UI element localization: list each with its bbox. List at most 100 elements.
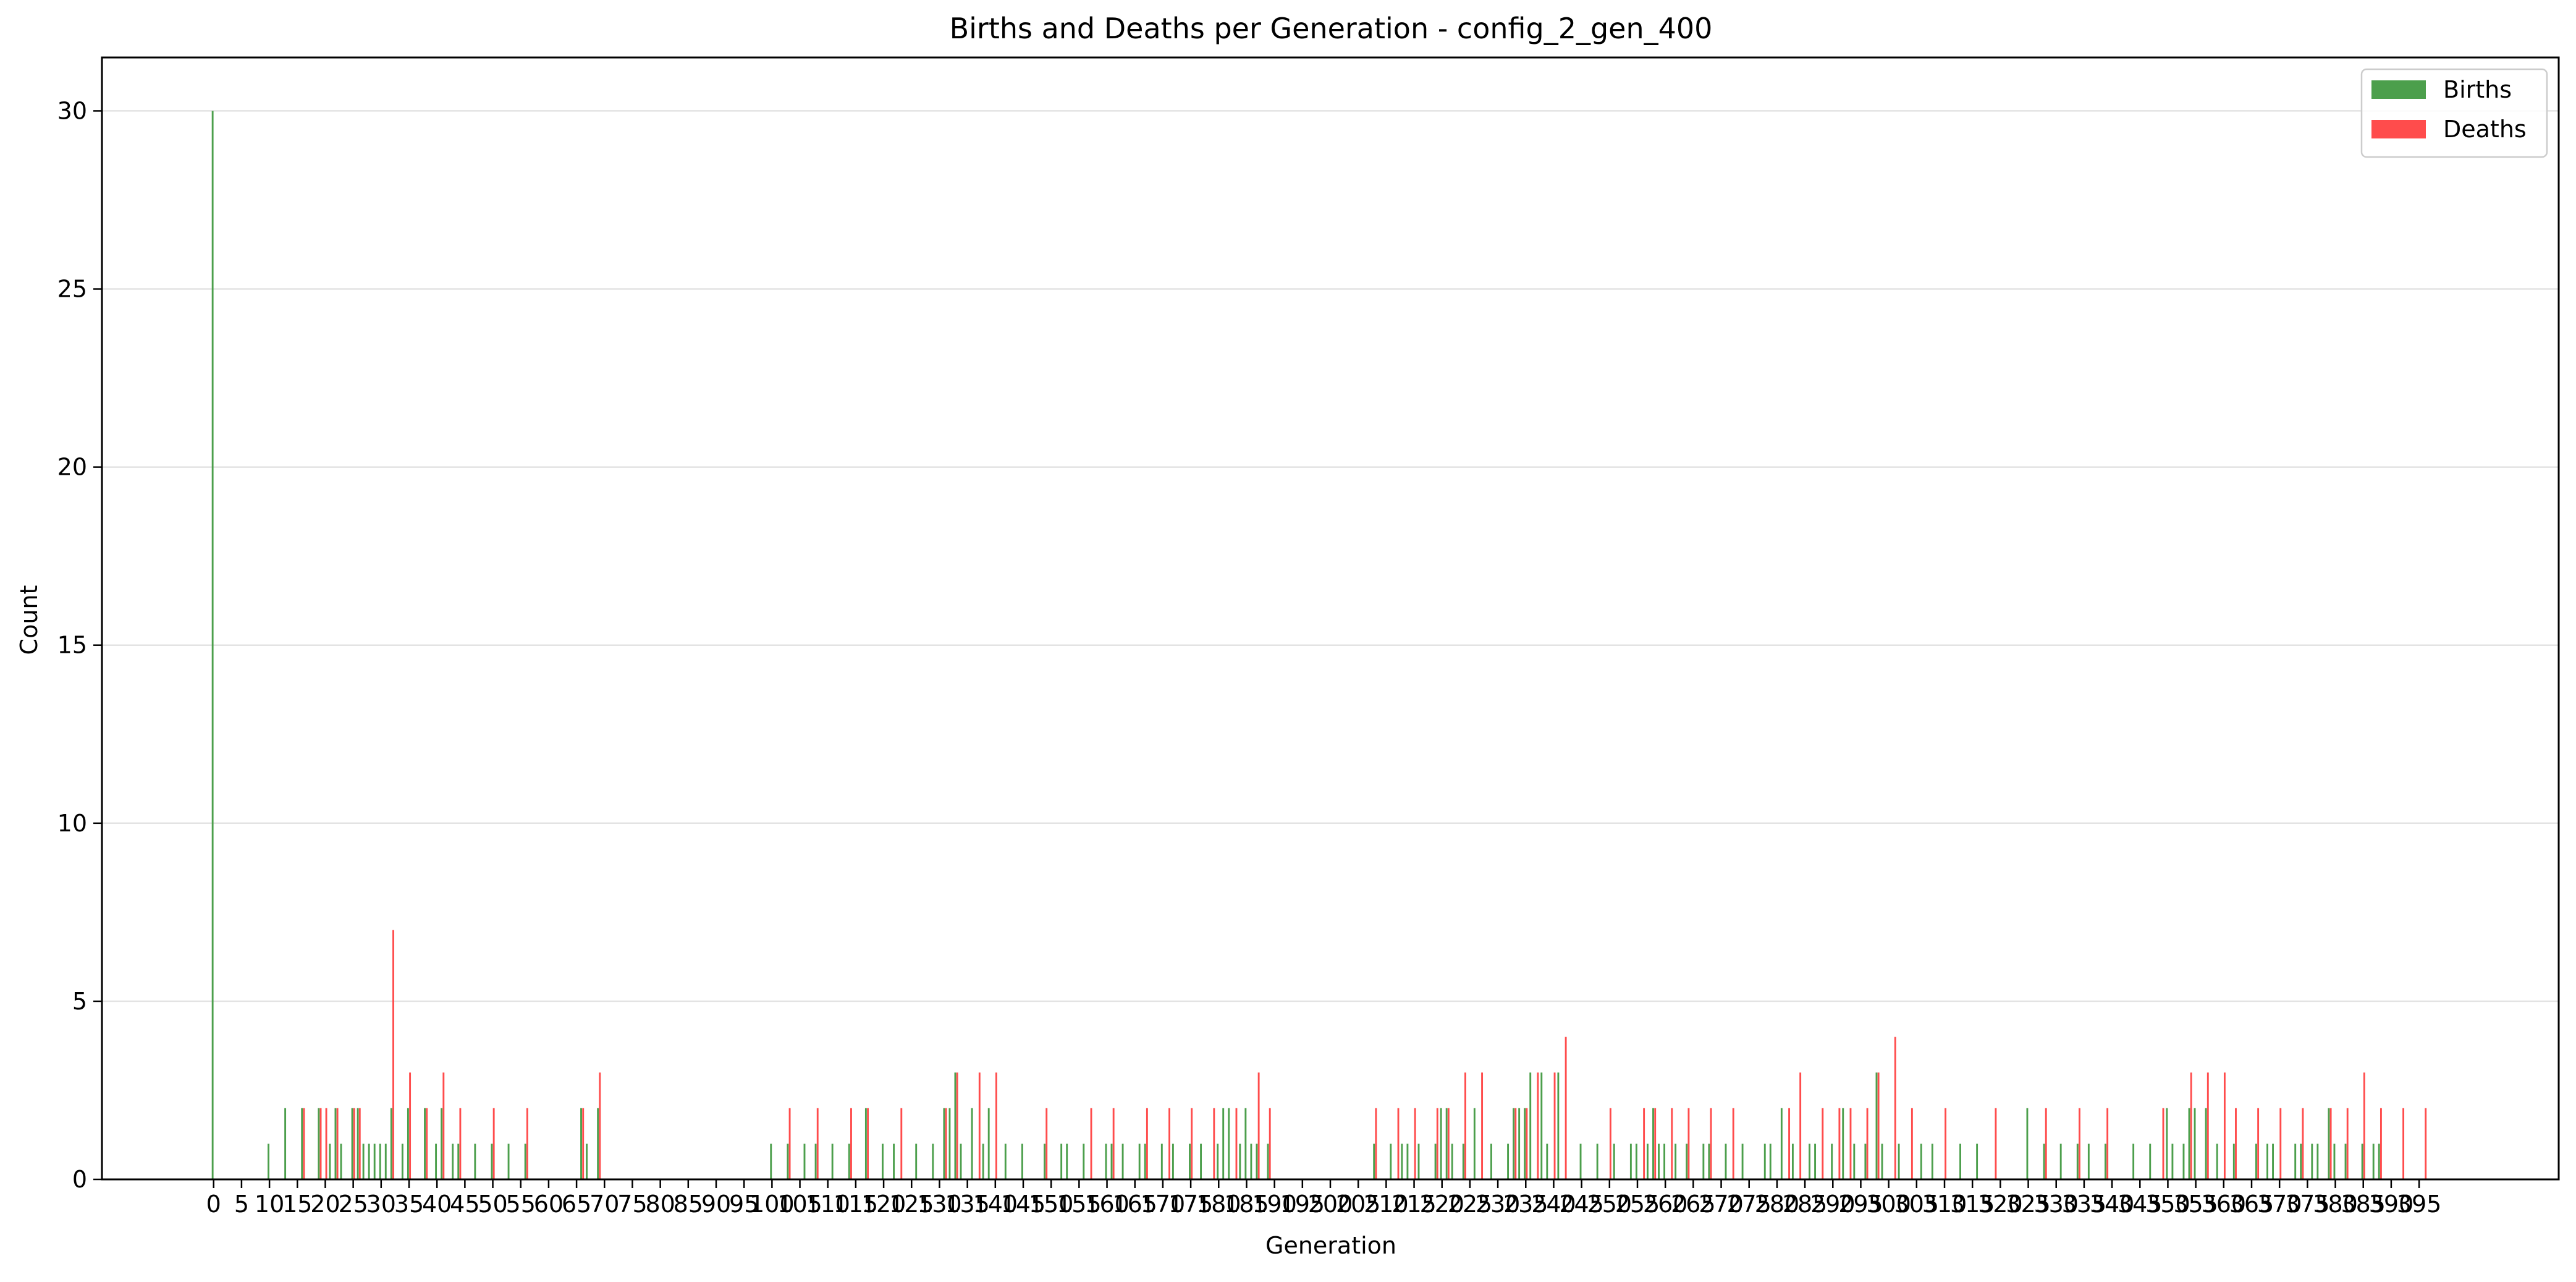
deaths-bar (2346, 1108, 2349, 1179)
x-tick-label: 305 (1894, 1191, 1940, 1218)
births-bar (1769, 1144, 1772, 1179)
births-bar (373, 1144, 376, 1179)
x-tick-label: 45 (450, 1191, 479, 1218)
y-tick-label: 30 (57, 97, 87, 124)
deaths-bar (1375, 1108, 1377, 1179)
deaths-bar (1565, 1037, 1567, 1179)
births-bar (1658, 1144, 1660, 1179)
y-tick-label: 10 (57, 810, 87, 837)
x-tick-label: 170 (1141, 1191, 1186, 1218)
births-bar (524, 1144, 526, 1179)
x-tick-label: 70 (589, 1191, 619, 1218)
legend-swatch-births (2371, 80, 2426, 99)
deaths-bar (1822, 1108, 1824, 1179)
x-tick-label: 385 (2341, 1191, 2386, 1218)
x-tick-label: 375 (2285, 1191, 2330, 1218)
deaths-bar (1112, 1108, 1115, 1179)
x-tick-label: 280 (1755, 1191, 1800, 1218)
births-bar (1445, 1108, 1448, 1179)
deaths-bar (1710, 1108, 1712, 1179)
births-bar (2043, 1144, 2045, 1179)
births-bar (1518, 1108, 1521, 1179)
x-tick-label: 190 (1252, 1191, 1297, 1218)
births-bar (586, 1144, 588, 1179)
deaths-bar (788, 1108, 791, 1179)
deaths-bar (2206, 1072, 2209, 1179)
deaths-bar (1213, 1108, 1215, 1179)
births-bar (1663, 1144, 1666, 1179)
deaths-bar (2190, 1072, 2192, 1179)
births-bar (2266, 1144, 2268, 1179)
x-tick-label: 145 (1001, 1191, 1046, 1218)
births-bar (1814, 1144, 1817, 1179)
x-tick-label: 100 (750, 1191, 795, 1218)
deaths-bar (2162, 1108, 2164, 1179)
deaths-bar (1235, 1108, 1238, 1179)
births-bar (1513, 1108, 1515, 1179)
births-bar (2372, 1144, 2375, 1179)
x-tick-label: 235 (1503, 1191, 1548, 1218)
x-tick-label: 225 (1448, 1191, 1493, 1218)
births-bar (384, 1144, 387, 1179)
x-tick-label: 310 (1922, 1191, 1967, 1218)
deaths-bar (1397, 1108, 1400, 1179)
y-axis: 0 5 10 15 20 25 30 (57, 97, 102, 1193)
x-tick-label: 370 (2257, 1191, 2302, 1218)
births-bar (948, 1108, 951, 1179)
x-tick-label: 230 (1476, 1191, 1521, 1218)
births-bar (1635, 1144, 1637, 1179)
deaths-bar (1671, 1108, 1673, 1179)
births-bar (1725, 1144, 1727, 1179)
births-bar (831, 1144, 834, 1179)
x-tick-label: 40 (422, 1191, 452, 1218)
births-bar (1875, 1072, 1878, 1179)
births-bar (407, 1108, 409, 1179)
x-tick-label: 175 (1168, 1191, 1214, 1218)
x-tick-label: 115 (834, 1191, 879, 1218)
x-tick-label: 355 (2173, 1191, 2218, 1218)
deaths-bar (409, 1072, 412, 1179)
x-tick-label: 220 (1419, 1191, 1464, 1218)
x-tick-label: 30 (366, 1191, 396, 1218)
births-bar (334, 1108, 337, 1179)
x-axis-label: Generation (1265, 1232, 1396, 1259)
births-bar (1250, 1144, 1252, 1179)
births-bar (340, 1144, 342, 1179)
births-bar (401, 1144, 403, 1179)
births-bar (848, 1144, 850, 1179)
deaths-bar (1732, 1108, 1734, 1179)
births-bar (2333, 1144, 2336, 1179)
births-bar (1540, 1072, 1543, 1179)
births-bar (2344, 1144, 2347, 1179)
births-bar (211, 111, 214, 1179)
legend-swatch-deaths (2371, 120, 2426, 138)
births-bar (1507, 1144, 1510, 1179)
y-tick-label: 25 (57, 276, 87, 303)
births-bar (2216, 1144, 2218, 1179)
x-tick-label: 250 (1587, 1191, 1632, 1218)
births-bar (268, 1144, 269, 1179)
x-tick-label: 130 (917, 1191, 962, 1218)
deaths-bar (900, 1108, 903, 1179)
births-bar (1490, 1144, 1492, 1179)
x-tick-label: 265 (1671, 1191, 1716, 1218)
deaths-bar (2425, 1108, 2427, 1179)
births-bar (1256, 1144, 1258, 1179)
y-tick-label: 15 (57, 632, 87, 659)
births-bar (2272, 1144, 2274, 1179)
births-bar (2188, 1108, 2190, 1179)
deaths-bar (1045, 1108, 1048, 1179)
deaths-bar (1838, 1108, 1841, 1179)
births-bar (1066, 1144, 1068, 1179)
x-tick-label: 335 (2062, 1191, 2107, 1218)
births-bar (452, 1144, 454, 1179)
deaths-bar (599, 1072, 601, 1179)
deaths-bar (1609, 1108, 1611, 1179)
x-tick-label: 380 (2313, 1191, 2358, 1218)
x-tick-label: 300 (1866, 1191, 1911, 1218)
births-bar (1217, 1144, 1219, 1179)
births-bar (491, 1144, 493, 1179)
deaths-bar (1481, 1072, 1484, 1179)
